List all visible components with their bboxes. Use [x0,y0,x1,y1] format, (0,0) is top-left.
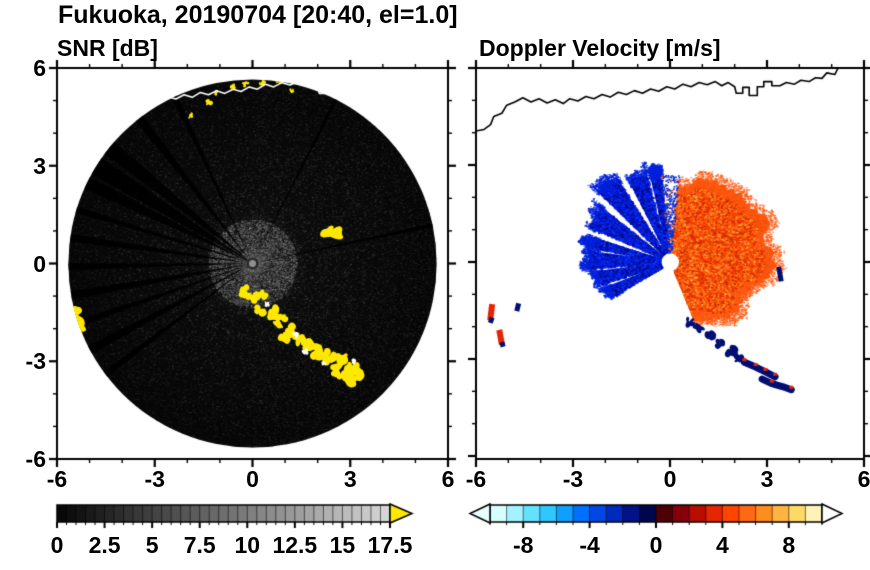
snr-colorbar-tick-label: 2.5 [88,532,121,558]
velocity-colorbar-tick-label: -4 [579,532,600,558]
snr-colorbar-tick-label: 12.5 [272,532,318,558]
y-tick-label: 0 [33,250,46,277]
x-tick-label: 3 [760,466,774,492]
snr-colorbar-tick-label: 0 [50,532,64,558]
y-tick-label: 3 [33,152,46,179]
snr-colorbar-tick-label: 15 [329,532,356,558]
x-tick-label: 0 [663,466,677,492]
x-tick-label: 0 [246,466,259,492]
x-tick-label: 3 [343,466,357,492]
x-tick-label: -3 [144,466,165,492]
velocity-colorbar-tick-label: 4 [715,532,729,558]
velocity-colorbar-tick-label: -8 [512,532,534,558]
snr-colorbar-tick-label: 10 [234,532,261,558]
velocity-colorbar-tick-label: 0 [649,532,663,558]
velocity-panel-title: Doppler Velocity [m/s] [479,35,721,61]
x-tick-label: -3 [562,466,584,492]
x-tick-label: 6 [857,466,870,492]
snr-colorbar-tick-label: 17.5 [367,532,413,558]
snr-colorbar-tick-label: 5 [145,532,159,558]
velocity-colorbar-tick-label: 8 [782,532,796,558]
snr-panel-title: SNR [dB] [57,35,158,61]
x-tick-label: 6 [441,466,455,492]
x-tick-label: -6 [465,466,487,492]
snr-colorbar-tick-label: 7.5 [183,532,216,558]
y-tick-label: -6 [25,446,46,472]
figure-title: Fukuoka, 20190704 [20:40, el=1.0] [58,1,458,29]
y-tick-label: -3 [25,348,46,375]
x-tick-label: -6 [46,466,68,492]
y-tick-label: 6 [33,55,46,81]
